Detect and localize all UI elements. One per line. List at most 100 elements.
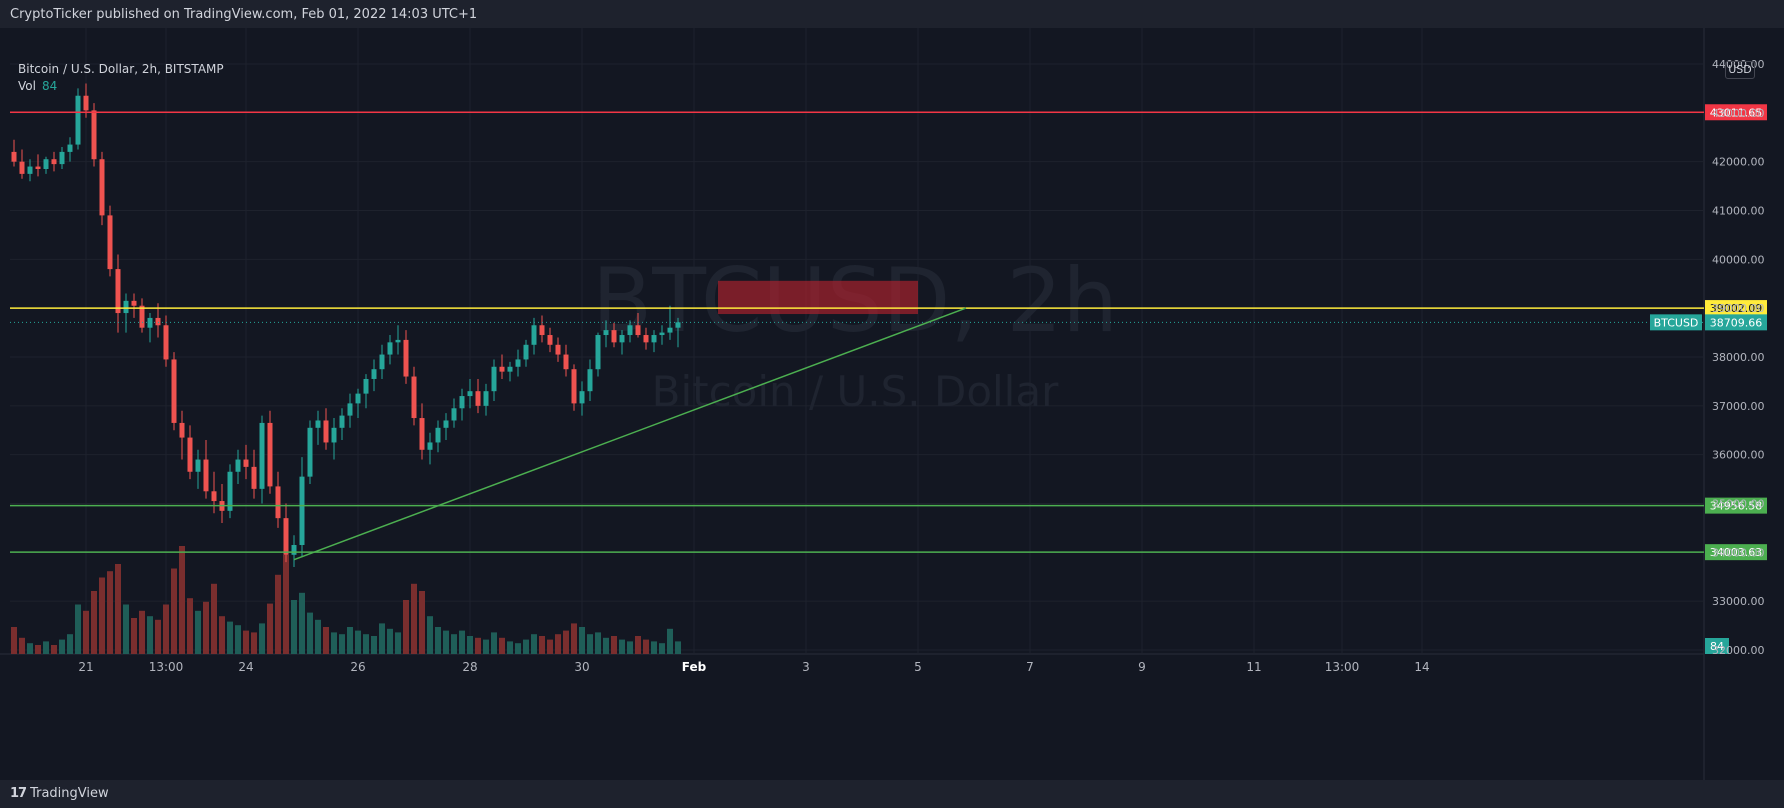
- volume-bar: [627, 641, 633, 654]
- volume-bar: [115, 564, 121, 654]
- candles: [11, 83, 681, 567]
- currency-button[interactable]: USD: [1725, 61, 1755, 79]
- volume-bar: [19, 637, 25, 654]
- tradingview-logo-text: TradingView: [30, 786, 109, 801]
- candle-body: [67, 144, 73, 152]
- volume-bar: [323, 627, 329, 654]
- candle-body: [595, 335, 601, 370]
- volume-bar: [51, 645, 57, 654]
- candle-body: [635, 325, 641, 336]
- volume-bar: [491, 632, 497, 654]
- candle-body: [507, 366, 513, 372]
- volume-bar: [347, 627, 353, 654]
- candle-body: [115, 269, 121, 314]
- volume-bar: [507, 641, 513, 654]
- volume-bar: [587, 634, 593, 654]
- candle-body: [43, 159, 49, 169]
- candle-body: [235, 459, 241, 472]
- candle-body: [571, 369, 577, 404]
- candle-body: [307, 427, 313, 477]
- price-tick-label: 38000.00: [1712, 351, 1765, 364]
- volume-bar: [203, 601, 209, 654]
- volume-bar: [235, 625, 241, 654]
- candle-body: [355, 393, 361, 404]
- level-badge-support-1: [1705, 497, 1767, 514]
- candle-body: [59, 151, 65, 165]
- volume-badge: [1705, 638, 1729, 654]
- candle-body: [651, 335, 657, 343]
- time-tick-label: 3: [802, 660, 810, 674]
- volume-bar: [107, 571, 113, 654]
- price-tick-label: 41000.00: [1712, 205, 1765, 218]
- volume-bar: [579, 627, 585, 654]
- candle-body: [539, 325, 545, 336]
- volume-bar: [427, 616, 433, 654]
- candle-body: [547, 335, 553, 345]
- candle-body: [379, 354, 385, 370]
- level-badge-text-support-1: 34956.58: [1710, 500, 1763, 513]
- volume-bar: [403, 600, 409, 654]
- time-tick-label: 30: [574, 660, 589, 674]
- candle-body: [363, 378, 369, 394]
- candle-body: [467, 391, 473, 397]
- volume-bar: [75, 604, 81, 654]
- candle-body: [243, 459, 249, 467]
- candle-body: [331, 427, 337, 443]
- volume-legend-value: 84: [41, 79, 58, 93]
- candle-body: [339, 415, 345, 428]
- volume-legend[interactable]: Vol 84: [18, 79, 57, 93]
- volume-bar: [435, 627, 441, 654]
- volume-bar: [43, 641, 49, 654]
- candle-body: [659, 332, 665, 336]
- supply-zone: [718, 280, 918, 315]
- volume-badge-text: 84: [1710, 640, 1724, 653]
- chart-area[interactable]: BTCUSD, 2h Bitcoin / U.S. Dollar 43011.6…: [0, 28, 1784, 780]
- volume-bar: [259, 623, 265, 654]
- volume-bar: [483, 639, 489, 654]
- candle-body: [435, 427, 441, 443]
- candle-body: [75, 95, 81, 145]
- last-price-text: 38709.66: [1710, 316, 1763, 329]
- last-price-badge: [1705, 314, 1767, 331]
- tradingview-logo[interactable]: 17 TradingView: [10, 786, 109, 801]
- volume-bar: [339, 634, 345, 654]
- time-tick-label: 9: [1138, 660, 1146, 674]
- candle-body: [19, 161, 25, 174]
- volume-bar: [171, 568, 177, 654]
- candlestick-chart[interactable]: BTCUSD, 2h Bitcoin / U.S. Dollar 43011.6…: [0, 28, 1784, 780]
- time-tick-label: 13:00: [1325, 660, 1360, 674]
- candle-body: [179, 422, 185, 438]
- volume-bar: [27, 643, 33, 654]
- candle-body: [155, 317, 161, 326]
- level-badge-resistance: [1705, 104, 1767, 121]
- volume-bar: [227, 621, 233, 654]
- volume-bar: [187, 598, 193, 654]
- volume-bar: [555, 634, 561, 654]
- candle-body: [259, 422, 265, 489]
- candle-body: [395, 339, 401, 343]
- time-tick-label: 11: [1246, 660, 1261, 674]
- time-tick-label: 28: [462, 660, 477, 674]
- volume-bar: [283, 555, 289, 654]
- candle-body: [579, 391, 585, 404]
- time-tick-label: 26: [350, 660, 365, 674]
- time-tick-label: 21: [78, 660, 93, 674]
- symbol-legend[interactable]: Bitcoin / U.S. Dollar, 2h, BITSTAMP: [18, 62, 224, 76]
- volume-bar: [547, 639, 553, 654]
- candle-body: [139, 305, 145, 328]
- price-tick-label: 43000.00: [1712, 107, 1765, 120]
- candle-body: [475, 391, 481, 406]
- volume-bar: [83, 610, 89, 654]
- volume-bar: [419, 591, 425, 654]
- volume-bar: [299, 592, 305, 654]
- candle-body: [499, 366, 505, 372]
- volume-bar: [195, 610, 201, 654]
- volume-bar: [379, 623, 385, 654]
- candle-body: [643, 335, 649, 343]
- level-badge-text-resistance: 43011.65: [1710, 106, 1763, 119]
- candle-body: [403, 339, 409, 377]
- candle-body: [611, 330, 617, 343]
- publisher-text: CryptoTicker published on TradingView.co…: [10, 7, 478, 22]
- candle-body: [531, 325, 537, 345]
- supply-zone-rect: [718, 280, 918, 315]
